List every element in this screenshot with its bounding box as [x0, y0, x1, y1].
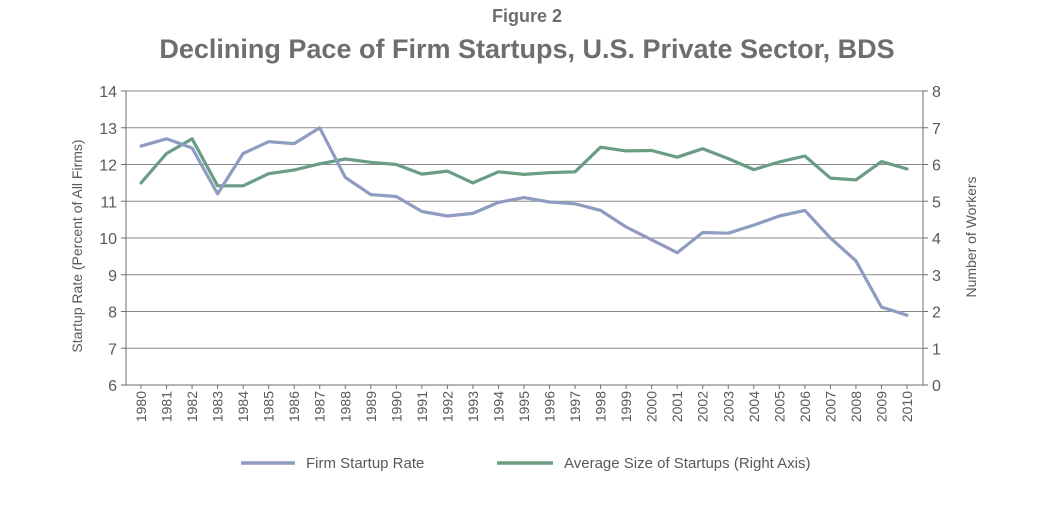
x-tick-label: 2007 — [822, 391, 838, 422]
right-tick-label: 1 — [932, 341, 941, 358]
legend-label-0: Firm Startup Rate — [306, 455, 424, 472]
x-tick-label: 1983 — [210, 391, 226, 422]
x-tick-label: 2008 — [848, 391, 864, 422]
legend-label-1: Average Size of Startups (Right Axis) — [564, 455, 811, 472]
x-tick-label: 1996 — [542, 391, 558, 422]
right-tick-label: 7 — [932, 121, 941, 138]
right-axis-ticks: 0 1 2 3 4 5 6 7 8 — [923, 84, 941, 395]
series-line-0 — [139, 126, 909, 317]
left-tick-label: 12 — [99, 158, 117, 175]
x-tick-label: 1995 — [516, 391, 532, 422]
x-tick-label: 1988 — [337, 391, 353, 422]
left-tick-label: 6 — [108, 378, 117, 395]
right-axis-label: Number of Workers — [963, 176, 979, 297]
x-tick-label: 1982 — [184, 391, 200, 422]
right-tick-label: 6 — [932, 158, 941, 175]
x-tick-label: 1980 — [133, 391, 149, 422]
gridlines — [126, 90, 923, 349]
x-tick-label: 1981 — [159, 391, 175, 422]
left-tick-label: 7 — [108, 341, 117, 358]
x-axis-ticks: 1980 1981 1982 1983 1984 1985 1986 1987 1988 1989… — [133, 385, 915, 422]
series-line-1 — [139, 137, 909, 188]
x-tick-label: 1984 — [235, 391, 251, 422]
left-tick-label: 11 — [100, 194, 117, 211]
x-tick-label: 2009 — [873, 391, 889, 422]
x-tick-label: 1999 — [618, 391, 634, 422]
right-tick-label: 5 — [932, 194, 941, 211]
series-lines — [139, 126, 909, 317]
x-tick-label: 1987 — [312, 391, 328, 422]
figure-label: Figure 2 — [491, 6, 562, 26]
x-tick-label: 2003 — [720, 391, 736, 422]
x-tick-label: 2002 — [695, 391, 711, 422]
x-tick-label: 1998 — [593, 391, 609, 422]
x-tick-label: 1992 — [439, 391, 455, 422]
x-tick-label: 1989 — [363, 391, 379, 422]
x-tick-label: 2010 — [899, 391, 915, 422]
x-tick-label: 1994 — [490, 391, 506, 422]
right-tick-label: 8 — [932, 84, 941, 101]
chart-title: Declining Pace of Firm Startups, U.S. Pr… — [159, 34, 895, 64]
x-tick-label: 2005 — [771, 391, 787, 422]
x-tick-label: 1997 — [567, 391, 583, 422]
x-tick-label: 1991 — [414, 391, 430, 422]
x-tick-label: 2001 — [669, 391, 685, 422]
x-tick-label: 1985 — [261, 391, 277, 422]
left-tick-label: 14 — [99, 84, 117, 101]
right-tick-label: 4 — [932, 231, 941, 248]
legend: Firm Startup Rate Average Size of Startup… — [241, 455, 811, 472]
left-axis-label: Startup Rate (Percent of All Firms) — [69, 139, 85, 352]
right-tick-label: 3 — [932, 268, 941, 285]
right-tick-label: 2 — [932, 305, 941, 322]
left-tick-label: 8 — [108, 305, 117, 322]
left-tick-label: 13 — [99, 121, 117, 138]
x-tick-label: 1986 — [286, 391, 302, 422]
right-tick-label: 0 — [932, 378, 941, 395]
left-tick-label: 10 — [99, 231, 117, 248]
x-tick-label: 1990 — [388, 391, 404, 422]
x-tick-label: 2006 — [797, 391, 813, 422]
left-tick-label: 9 — [108, 268, 117, 285]
x-tick-label: 2004 — [746, 391, 762, 422]
left-axis-ticks: 6 7 8 9 10 11 12 13 14 — [99, 84, 126, 395]
x-tick-label: 2000 — [644, 391, 660, 422]
x-tick-label: 1993 — [465, 391, 481, 422]
